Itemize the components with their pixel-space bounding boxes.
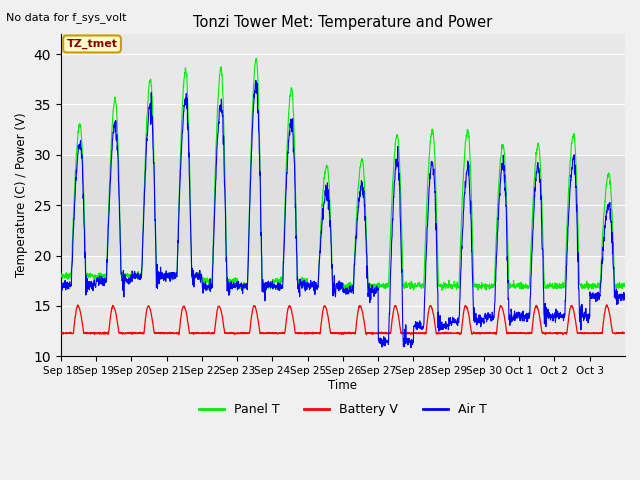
Y-axis label: Temperature (C) / Power (V): Temperature (C) / Power (V) [15,113,28,277]
Title: Tonzi Tower Met: Temperature and Power: Tonzi Tower Met: Temperature and Power [193,15,493,30]
Legend: Panel T, Battery V, Air T: Panel T, Battery V, Air T [194,398,492,421]
Text: No data for f_sys_volt: No data for f_sys_volt [6,12,127,23]
Bar [61,155,625,255]
Text: TZ_tmet: TZ_tmet [67,39,118,49]
X-axis label: Time: Time [328,379,358,392]
